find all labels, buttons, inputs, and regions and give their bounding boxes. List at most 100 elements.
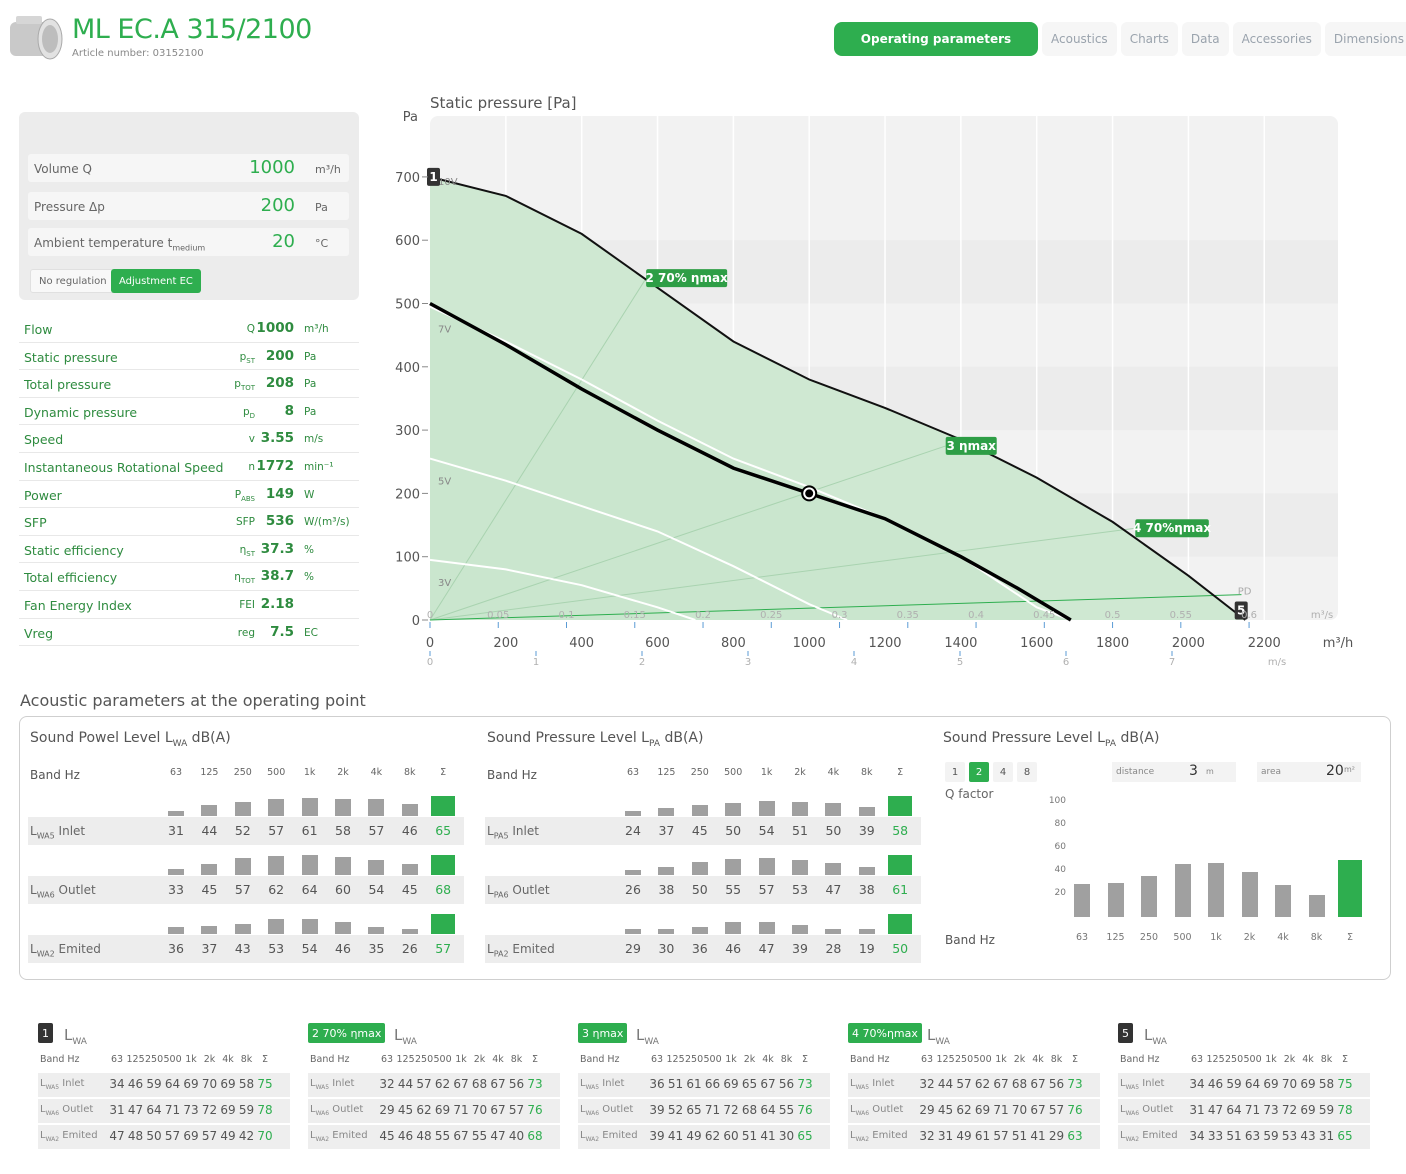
x2-tick-label: 0.05 [487, 610, 509, 621]
ambient-label-sub: medium [172, 243, 206, 253]
band-hz-label: Band Hz [487, 768, 537, 782]
point-badge: 4 70%ηmax [848, 1023, 922, 1043]
x-tick-label: 0 [426, 636, 434, 651]
row-background [485, 876, 921, 904]
tab-data[interactable]: Data [1181, 22, 1229, 56]
sound-pressure-value: 36 [691, 941, 708, 956]
q-factor-option-4[interactable]: 4 [993, 762, 1013, 782]
volume-value[interactable]: 1000 [249, 157, 295, 178]
param-name: Total efficiency [24, 570, 118, 586]
point-value: 34 [1189, 1077, 1205, 1091]
point-value: 69 [1300, 1077, 1316, 1091]
point-value: 57 [416, 1077, 432, 1091]
point-value: 59 [1226, 1077, 1242, 1091]
q-factor-option-8[interactable]: 8 [1017, 762, 1037, 782]
marker-label: 4 70%ηmax [1133, 521, 1211, 535]
spl-band-label: 63 [1075, 932, 1089, 943]
tab-acoustics[interactable]: Acoustics [1042, 22, 1117, 56]
point-value: 44 [937, 1077, 954, 1091]
point-value: 46 [397, 1129, 414, 1143]
tab-operating-parameters[interactable]: Operating parameters [834, 22, 1038, 56]
tab-charts[interactable]: Charts [1120, 22, 1178, 56]
x3-tick-label: 0 [427, 657, 433, 668]
row-label-name: Emited [54, 942, 101, 956]
q-factor-option-1[interactable]: 1 [945, 762, 965, 782]
band-label: 8k [240, 1054, 253, 1065]
sound-pressure-value: 51 [792, 823, 808, 838]
area-field[interactable]: area 20 m² [1257, 762, 1361, 782]
sound-pressure-bar [691, 926, 708, 934]
band-hz-label: Band Hz [310, 1054, 350, 1065]
lwa-label-l: L [394, 1026, 403, 1044]
point-value: 69 [220, 1103, 236, 1117]
point-value: 56 [1048, 1077, 1065, 1091]
fan-curve-chart: 10V 7V 5V 3V 1 2 70% ηmax 3 ηmax 4 70%ηmax 5 PD St… [395, 94, 1353, 668]
band-hz-label: Band Hz [30, 768, 80, 782]
point-value: 51 [667, 1077, 684, 1091]
no-regulation-button[interactable]: No regulation [30, 269, 116, 293]
point-value: 52 [667, 1103, 684, 1117]
param-unit: m³/h [304, 323, 329, 335]
band-label: 8k [1320, 1054, 1333, 1065]
ambient-value[interactable]: 20 [272, 231, 295, 252]
band-label: 63 [380, 1054, 394, 1065]
row-label: LWA6 Outlet [580, 1104, 633, 1117]
row-label-l: L [487, 883, 494, 897]
point-value: 29 [1048, 1129, 1065, 1143]
distance-field[interactable]: distance 3 m [1112, 762, 1236, 782]
point-value: 67 [1030, 1077, 1046, 1091]
sound-power-bar [368, 859, 385, 875]
row-label-l: L [850, 1130, 856, 1141]
distance-value[interactable]: 3 [1189, 763, 1198, 779]
row-label-name: Outlet [1139, 1104, 1174, 1115]
ambient-label-text: Ambient temperature t [34, 236, 173, 250]
param-value: 2.18 [260, 595, 294, 612]
x3-tick-label: 3 [745, 657, 751, 668]
q-factor-option-2[interactable]: 2 [969, 762, 989, 782]
point-value: 66 [704, 1077, 721, 1091]
x2-tick-label: 0.2 [695, 610, 711, 621]
adjustment-ec-button[interactable]: Adjustment EC [111, 269, 201, 293]
spl-bar [1074, 883, 1090, 917]
band-label: 8k [1050, 1054, 1063, 1065]
point-value: 72 [1281, 1103, 1298, 1117]
sound-pressure-bar [858, 929, 875, 934]
band-label: 500 [433, 1054, 452, 1065]
param-row: Speed v 3.55 m/s [19, 425, 359, 453]
point-value: 32 [919, 1077, 935, 1091]
band-label: 250 [233, 767, 252, 778]
param-name: Instantaneous Rotational Speed [24, 459, 224, 475]
spl-bar [1107, 882, 1124, 917]
row-label: LWA2 Emited [1120, 1130, 1178, 1143]
tab-dimensions[interactable]: Dimensions [1324, 22, 1406, 56]
volume-field[interactable]: Volume Q 1000 m³/h [28, 154, 349, 182]
point-value: 70 [1281, 1077, 1298, 1091]
input-panel: Volume Q 1000 m³/h Pressure Δp 200 Pa Am… [19, 112, 359, 300]
parameter-table: Flow Q 1000 m³/h Static pressure pST 200 Pa Tota… [19, 315, 359, 647]
row-label-l: L [1120, 1130, 1126, 1141]
row-label: LWA6 Outlet [850, 1104, 903, 1117]
band-label: 2k [473, 1054, 486, 1065]
sound-pressure-bar [825, 862, 842, 875]
point-value: 76 [797, 1103, 813, 1117]
sound-pressure-title: Sound Pressure Level LPA dB(A) [487, 730, 703, 749]
point-value: 71 [1244, 1103, 1261, 1117]
point-value: 57 [993, 1129, 1009, 1143]
sound-pressure-bar [691, 804, 708, 816]
x2-tick-label: 0.35 [897, 610, 919, 621]
sound-pressure-bar [888, 796, 913, 816]
row-label-name: Emited [1139, 1130, 1178, 1141]
band-hz-label: Band Hz [1120, 1054, 1160, 1065]
point-value: 41 [1030, 1129, 1046, 1143]
tab-accessories[interactable]: Accessories [1232, 22, 1321, 56]
sound-pressure-bar [858, 866, 875, 875]
param-symbol-sub: ST [246, 356, 255, 365]
pressure-field[interactable]: Pressure Δp 200 Pa [28, 192, 349, 220]
param-row: Dynamic pressure pD 8 Pa [19, 398, 359, 426]
sound-power-value: 35 [368, 941, 385, 956]
point-value: 57 [956, 1077, 972, 1091]
ambient-temperature-field[interactable]: Ambient temperature tmedium 20 °C [28, 228, 349, 256]
param-symbol-sub: D [249, 411, 255, 420]
pressure-value[interactable]: 200 [260, 195, 295, 216]
area-value[interactable]: 20 [1326, 763, 1344, 779]
